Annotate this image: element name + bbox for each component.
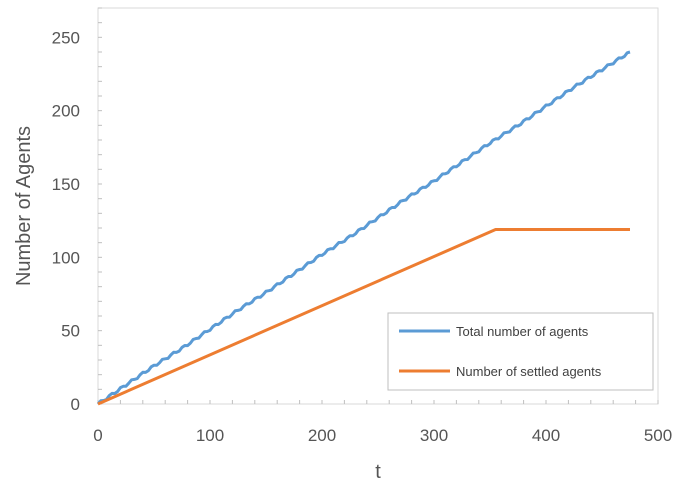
series-lines	[96, 50, 631, 406]
y-tick-label: 200	[52, 102, 80, 121]
x-tick-labels: 0 100 200 300 400 500	[93, 426, 672, 445]
legend-label-total-agents: Total number of agents	[456, 324, 589, 339]
series-line-total-agents	[96, 50, 631, 405]
y-tick-label: 250	[52, 28, 80, 47]
x-tick-label: 0	[93, 426, 102, 445]
x-tick-label: 500	[644, 426, 672, 445]
y-tick-label: 50	[61, 322, 80, 341]
y-axis-title: Number of Agents	[13, 126, 35, 286]
y-tick-label: 0	[71, 395, 80, 414]
y-tick-label: 150	[52, 175, 80, 194]
x-tick-label: 100	[196, 426, 224, 445]
legend-label-settled-agents: Number of settled agents	[456, 364, 602, 379]
x-tick-label: 200	[308, 426, 336, 445]
y-tick-label: 100	[52, 248, 80, 267]
x-axis-title: t	[375, 461, 381, 483]
series-line-settled-agents	[97, 228, 630, 406]
x-tick-label: 400	[532, 426, 560, 445]
x-minor-ticks	[97, 400, 659, 404]
x-tick-label: 300	[420, 426, 448, 445]
legend-box	[387, 312, 654, 391]
legend: Total number of agents Number of settled…	[387, 312, 654, 391]
y-tick-labels: 0 50 100 150 200 250	[52, 28, 80, 414]
